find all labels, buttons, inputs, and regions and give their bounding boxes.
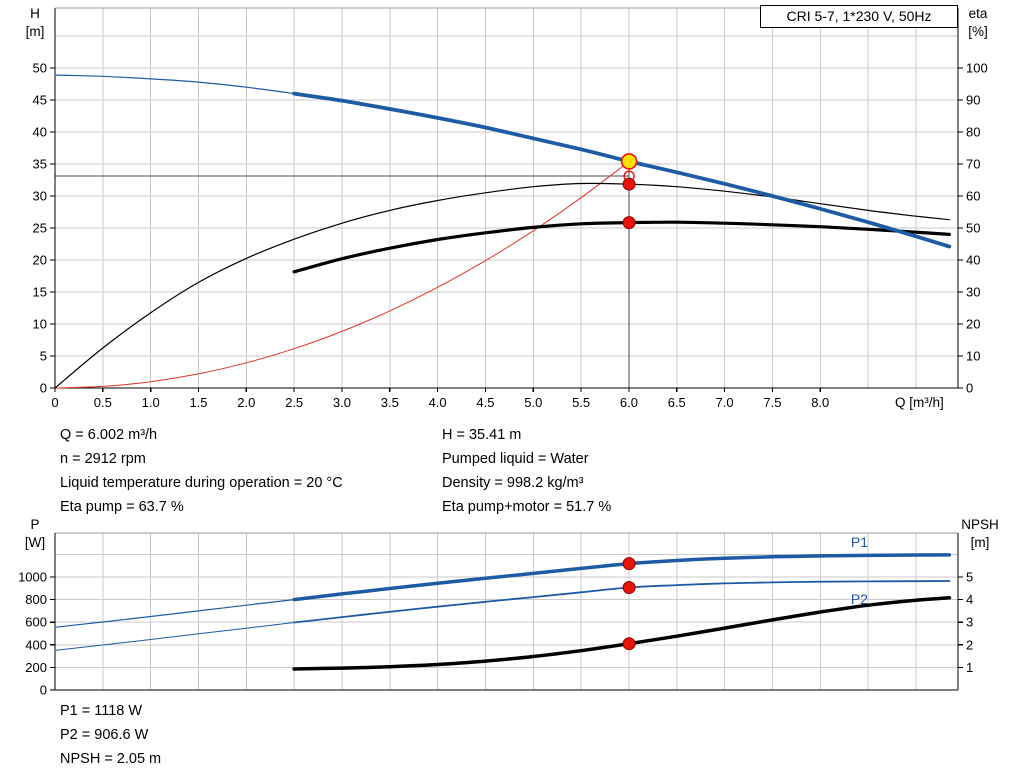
p2-power-curve (54, 622, 295, 651)
right-axis-tick-label: 2 (966, 637, 973, 652)
duty-point-eta-pump-marker[interactable] (622, 177, 636, 191)
left-axis-tick-label: 1000 (18, 569, 47, 584)
right-axis-tick-label: 0 (966, 381, 973, 396)
speed-text: n = 2912 rpm (60, 451, 146, 467)
left-axis-tick-label: 35 (33, 157, 47, 172)
left-axis-tick-label: 400 (25, 637, 47, 652)
x-axis-tick-label: 7.0 (716, 395, 734, 410)
p2-curve-label: P2 (851, 591, 868, 607)
power-axis-title: P [W] (24, 517, 46, 550)
axes (50, 532, 963, 691)
eta-pump-curve (54, 182, 950, 389)
right-axis-tick-label: 1 (966, 660, 973, 675)
duty-point-eta-pump-motor-marker[interactable] (622, 216, 636, 230)
eta-pump-text: Eta pump = 63.7 % (60, 499, 184, 515)
x-axis-tick-label: 6.0 (620, 395, 638, 410)
hq-eta-chart: 0 5 10 15 20 25 30 35 40 45 50 0 10 20 30 40 50 60 70 80 90 1… (33, 7, 988, 411)
left-axis-tick-label: 800 (25, 592, 47, 607)
pump-model-title: CRI 5-7, 1*230 V, 50Hz (760, 5, 958, 28)
axes (50, 7, 963, 392)
flow-axis-title: Q [m³/h] (895, 395, 944, 410)
density-text: Density = 998.2 kg/m³ (442, 475, 584, 491)
head-axis-title: H [m] (25, 6, 45, 39)
left-axis-tick-label: 5 (40, 349, 47, 364)
right-axis-tick-label: 5 (966, 569, 973, 584)
x-axis-tick-label: 5.5 (572, 395, 590, 410)
x-axis-tick-label: 3.0 (333, 395, 351, 410)
duty-point-crosshair (55, 161, 630, 388)
x-axis-tick-label: 6.5 (668, 395, 686, 410)
pump-head-curve (54, 74, 295, 95)
duty-point-p2-marker[interactable] (622, 581, 636, 594)
axis-tick-labels: 0 5 10 15 20 25 30 35 40 45 50 0 10 20 30 40 50 60 70 80 90 1… (33, 61, 988, 411)
eta-axis-title: eta [%] (968, 6, 988, 39)
x-axis-tick-label: 0.5 (94, 395, 112, 410)
duty-point-p1-marker[interactable] (622, 557, 636, 571)
left-axis-tick-label: 0 (40, 683, 47, 698)
p1-curve-label: P1 (851, 534, 868, 550)
x-axis-tick-label: 4.0 (429, 395, 447, 410)
p1-power-curve (54, 599, 295, 628)
x-axis-tick-label: 1.5 (189, 395, 207, 410)
x-axis-tick-label: 2.0 (237, 395, 255, 410)
x-axis-tick-label: 8.0 (811, 395, 829, 410)
left-axis-tick-label: 25 (33, 221, 47, 236)
left-axis-tick-label: 0 (40, 381, 47, 396)
power-npsh-chart: 0 200 400 600 800 1000 1 2 3 4 5 P1 P2 (18, 532, 973, 698)
right-axis-tick-label: 60 (966, 189, 980, 204)
x-axis-tick-label: 2.5 (285, 395, 303, 410)
x-axis-tick-label: 0 (51, 395, 58, 410)
left-axis-tick-label: 45 (33, 93, 47, 108)
x-axis-tick-label: 4.5 (476, 395, 494, 410)
right-axis-tick-label: 10 (966, 349, 980, 364)
duty-head-text: H = 35.41 m (442, 427, 522, 443)
right-axis-tick-label: 100 (966, 61, 988, 76)
left-axis-tick-label: 30 (33, 189, 47, 204)
npsh-curve (292, 596, 952, 671)
right-axis-tick-label: 4 (966, 592, 973, 607)
right-axis-tick-label: 70 (966, 157, 980, 172)
right-axis-tick-label: 50 (966, 221, 980, 236)
system-curve (54, 160, 630, 389)
left-axis-tick-label: 200 (25, 660, 47, 675)
left-axis-tick-label: 15 (33, 285, 47, 300)
right-axis-tick-label: 90 (966, 93, 980, 108)
left-axis-tick-label: 40 (33, 125, 47, 140)
liquid-temperature-text: Liquid temperature during operation = 20… (60, 475, 343, 491)
x-axis-tick-label: 3.5 (381, 395, 399, 410)
left-axis-tick-label: 50 (33, 61, 47, 76)
grid-lines (55, 533, 958, 690)
x-axis-tick-label: 1.0 (142, 395, 160, 410)
right-axis-tick-label: 30 (966, 285, 980, 300)
left-axis-tick-label: 600 (25, 615, 47, 630)
npsh-value-text: NPSH = 2.05 m (60, 751, 162, 767)
npsh-axis-title: NPSH [m] (961, 517, 999, 550)
right-axis-tick-label: 40 (966, 253, 980, 268)
duty-info-left: Q = 6.002 m³/h n = 2912 rpm Liquid tempe… (60, 423, 343, 519)
eta-pump-motor-text: Eta pump+motor = 51.7 % (442, 499, 612, 515)
duty-info-right: H = 35.41 m Pumped liquid = Water Densit… (442, 423, 611, 519)
axis-tick-labels: 0 200 400 600 800 1000 1 2 3 4 5 (18, 569, 973, 697)
p2-value-text: P2 = 906.6 W (60, 727, 149, 743)
right-axis-tick-label: 20 (966, 317, 980, 332)
grid-lines (55, 8, 958, 388)
right-axis-tick-label: 3 (966, 615, 973, 630)
left-axis-tick-label: 10 (33, 317, 47, 332)
duty-point-head-marker[interactable] (620, 153, 638, 170)
x-axis-tick-label: 7.5 (763, 395, 781, 410)
x-axis-tick-label: 5.0 (524, 395, 542, 410)
right-axis-tick-label: 80 (966, 125, 980, 140)
eta-pump-motor-curve (292, 220, 951, 274)
duty-flow-text: Q = 6.002 m³/h (60, 427, 158, 443)
power-info: P1 = 1118 W P2 = 906.6 W NPSH = 2.05 m (60, 699, 161, 771)
pumped-liquid-text: Pumped liquid = Water (442, 451, 589, 467)
duty-point-npsh-marker[interactable] (622, 637, 636, 651)
left-axis-tick-label: 20 (33, 253, 47, 268)
p1-value-text: P1 = 1118 W (60, 703, 143, 719)
